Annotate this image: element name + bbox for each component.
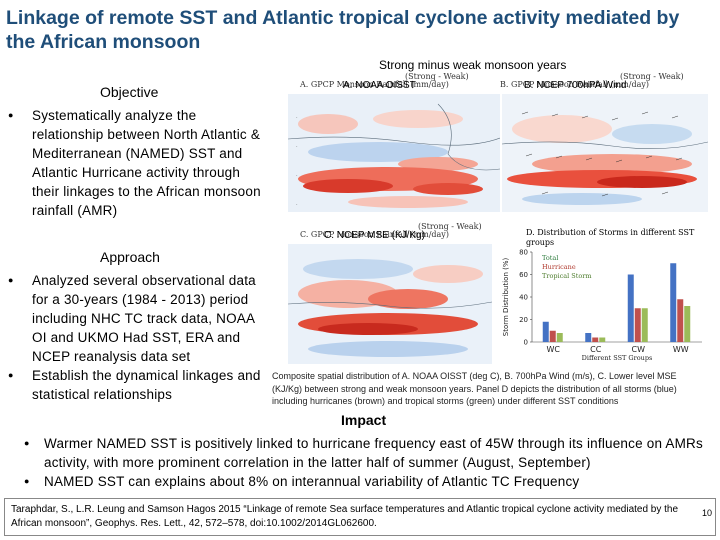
bar-cw-hurricane — [634, 308, 641, 342]
citation-text: Taraphdar, S., L.R. Leung and Samson Hag… — [11, 504, 679, 529]
bar-wc-tropical-storm — [556, 333, 563, 342]
impact-heading: Impact — [341, 412, 387, 428]
chart-plot: 0 20 40 60 80 Storm Distribution (%) WC CC CW WW D… — [502, 249, 702, 362]
bar-ww-total — [670, 263, 677, 342]
objective-bullet: Systematically analyze the relationship … — [6, 106, 268, 220]
bar-cw-total — [627, 274, 634, 342]
panel-b-label: B. NCEP 700hPA Wind — [524, 80, 627, 91]
panel-b-map — [502, 94, 708, 212]
legend-item-hurricane: Hurricane — [542, 263, 576, 271]
page-number: 10 — [701, 508, 712, 518]
panel-c-sublabel: C. GPCP Monsoon Rainfall (mm/day) — [300, 230, 449, 239]
panel-a-corner: (Strong - Weak) — [405, 72, 469, 81]
y-axis-label: Storm Distribution (%) — [502, 258, 510, 337]
x-tick-label: CC — [590, 345, 602, 354]
slide-title: Linkage of remote SST and Atlantic tropi… — [6, 7, 680, 53]
objective-list: Systematically analyze the relationship … — [6, 106, 268, 220]
bar-ww-hurricane — [677, 299, 684, 342]
panel-a-map — [288, 94, 500, 212]
panel-a-label: A. NOAA OISST — [343, 80, 416, 91]
y-tick-label: 40 — [519, 294, 528, 302]
approach-list: Analyzed several observational data for … — [6, 271, 268, 404]
y-tick-label: 80 — [519, 249, 528, 257]
x-tick-label: WW — [673, 345, 689, 354]
legend-item-tropical-storm: Tropical Storm — [542, 272, 592, 280]
bar-ww-tropical-storm — [684, 306, 691, 342]
panel-c-map — [288, 244, 492, 364]
panel-a-sublabel: A. GPCP Monsoon Rainfall (mm/day) — [300, 80, 449, 89]
figure-heading: Strong minus weak monsoon years — [379, 58, 567, 72]
y-tick-label: 0 — [524, 339, 528, 347]
legend-item-total: Total — [542, 254, 558, 262]
bar-cc-tropical-storm — [599, 337, 606, 342]
panel-c-corner: (Strong - Weak) — [418, 222, 482, 231]
y-tick-label: 20 — [519, 316, 528, 324]
figure-caption: Composite spatial distribution of A. NOA… — [272, 371, 677, 406]
panel-a-lat-ticks: · · · · — [296, 115, 298, 208]
bar-wc-total — [542, 321, 549, 342]
bar-wc-hurricane — [549, 330, 556, 342]
panel-d-chart: D. Distribution of Storms in different S… — [500, 226, 710, 362]
approach-bullet: Establish the dynamical linkages and sta… — [6, 366, 268, 404]
panel-b-corner: (Strong - Weak) — [620, 72, 684, 81]
citation-box: Taraphdar, S., L.R. Leung and Samson Hag… — [4, 498, 716, 536]
x-tick-label: CW — [632, 345, 646, 354]
impact-bullet: NAMED SST can explains about 8% on inter… — [22, 472, 712, 491]
x-tick-label: WC — [547, 345, 561, 354]
objective-heading: Objective — [100, 84, 159, 100]
x-axis-label: Different SST Groups — [582, 354, 653, 362]
impact-bullet: Warmer NAMED SST is positively linked to… — [22, 434, 712, 472]
panel-c-label: C. NCEP MSE (KJ/Kg) — [324, 230, 425, 241]
panel-b-sublabel: B. GPCP Monsoon Rainfall (mm/day) — [500, 80, 649, 89]
y-tick-label: 60 — [519, 271, 528, 279]
impact-list: Warmer NAMED SST is positively linked to… — [22, 434, 712, 491]
approach-heading: Approach — [100, 249, 160, 265]
chart-title: D. Distribution of Storms in different S… — [526, 228, 695, 247]
bar-cc-total — [585, 333, 592, 342]
bar-cw-tropical-storm — [641, 308, 648, 342]
bar-cc-hurricane — [592, 337, 599, 342]
approach-bullet: Analyzed several observational data for … — [6, 271, 268, 366]
